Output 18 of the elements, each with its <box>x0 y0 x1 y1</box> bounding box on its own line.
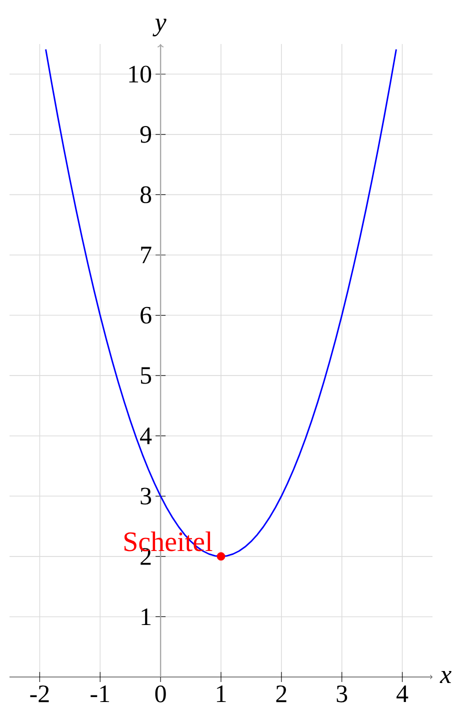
y-tick-label: 4 <box>140 428 152 444</box>
y-tick-label: 5 <box>141 367 152 384</box>
x-tick-label: -2 <box>30 686 49 702</box>
y-axis-title: y <box>152 18 166 36</box>
y-tick-label: 10 <box>129 66 152 83</box>
y-tick-label: 7 <box>141 246 152 264</box>
x-tick-label: -1 <box>90 686 110 702</box>
y-tick-label: 9 <box>140 126 152 143</box>
y-tick-label: 1 <box>142 608 151 625</box>
x-axis-title: x <box>440 671 452 683</box>
x-tick-label: 0 <box>155 686 166 702</box>
x-tick-label: 2 <box>276 686 286 702</box>
x-tick-label: 4 <box>396 686 408 702</box>
y-tick-label: 8 <box>140 186 152 204</box>
x-tick-label: 3 <box>336 686 348 702</box>
y-tick-label: 3 <box>140 488 152 505</box>
y-tick-label: 6 <box>140 306 152 324</box>
x-tick-label: 1 <box>216 686 226 702</box>
